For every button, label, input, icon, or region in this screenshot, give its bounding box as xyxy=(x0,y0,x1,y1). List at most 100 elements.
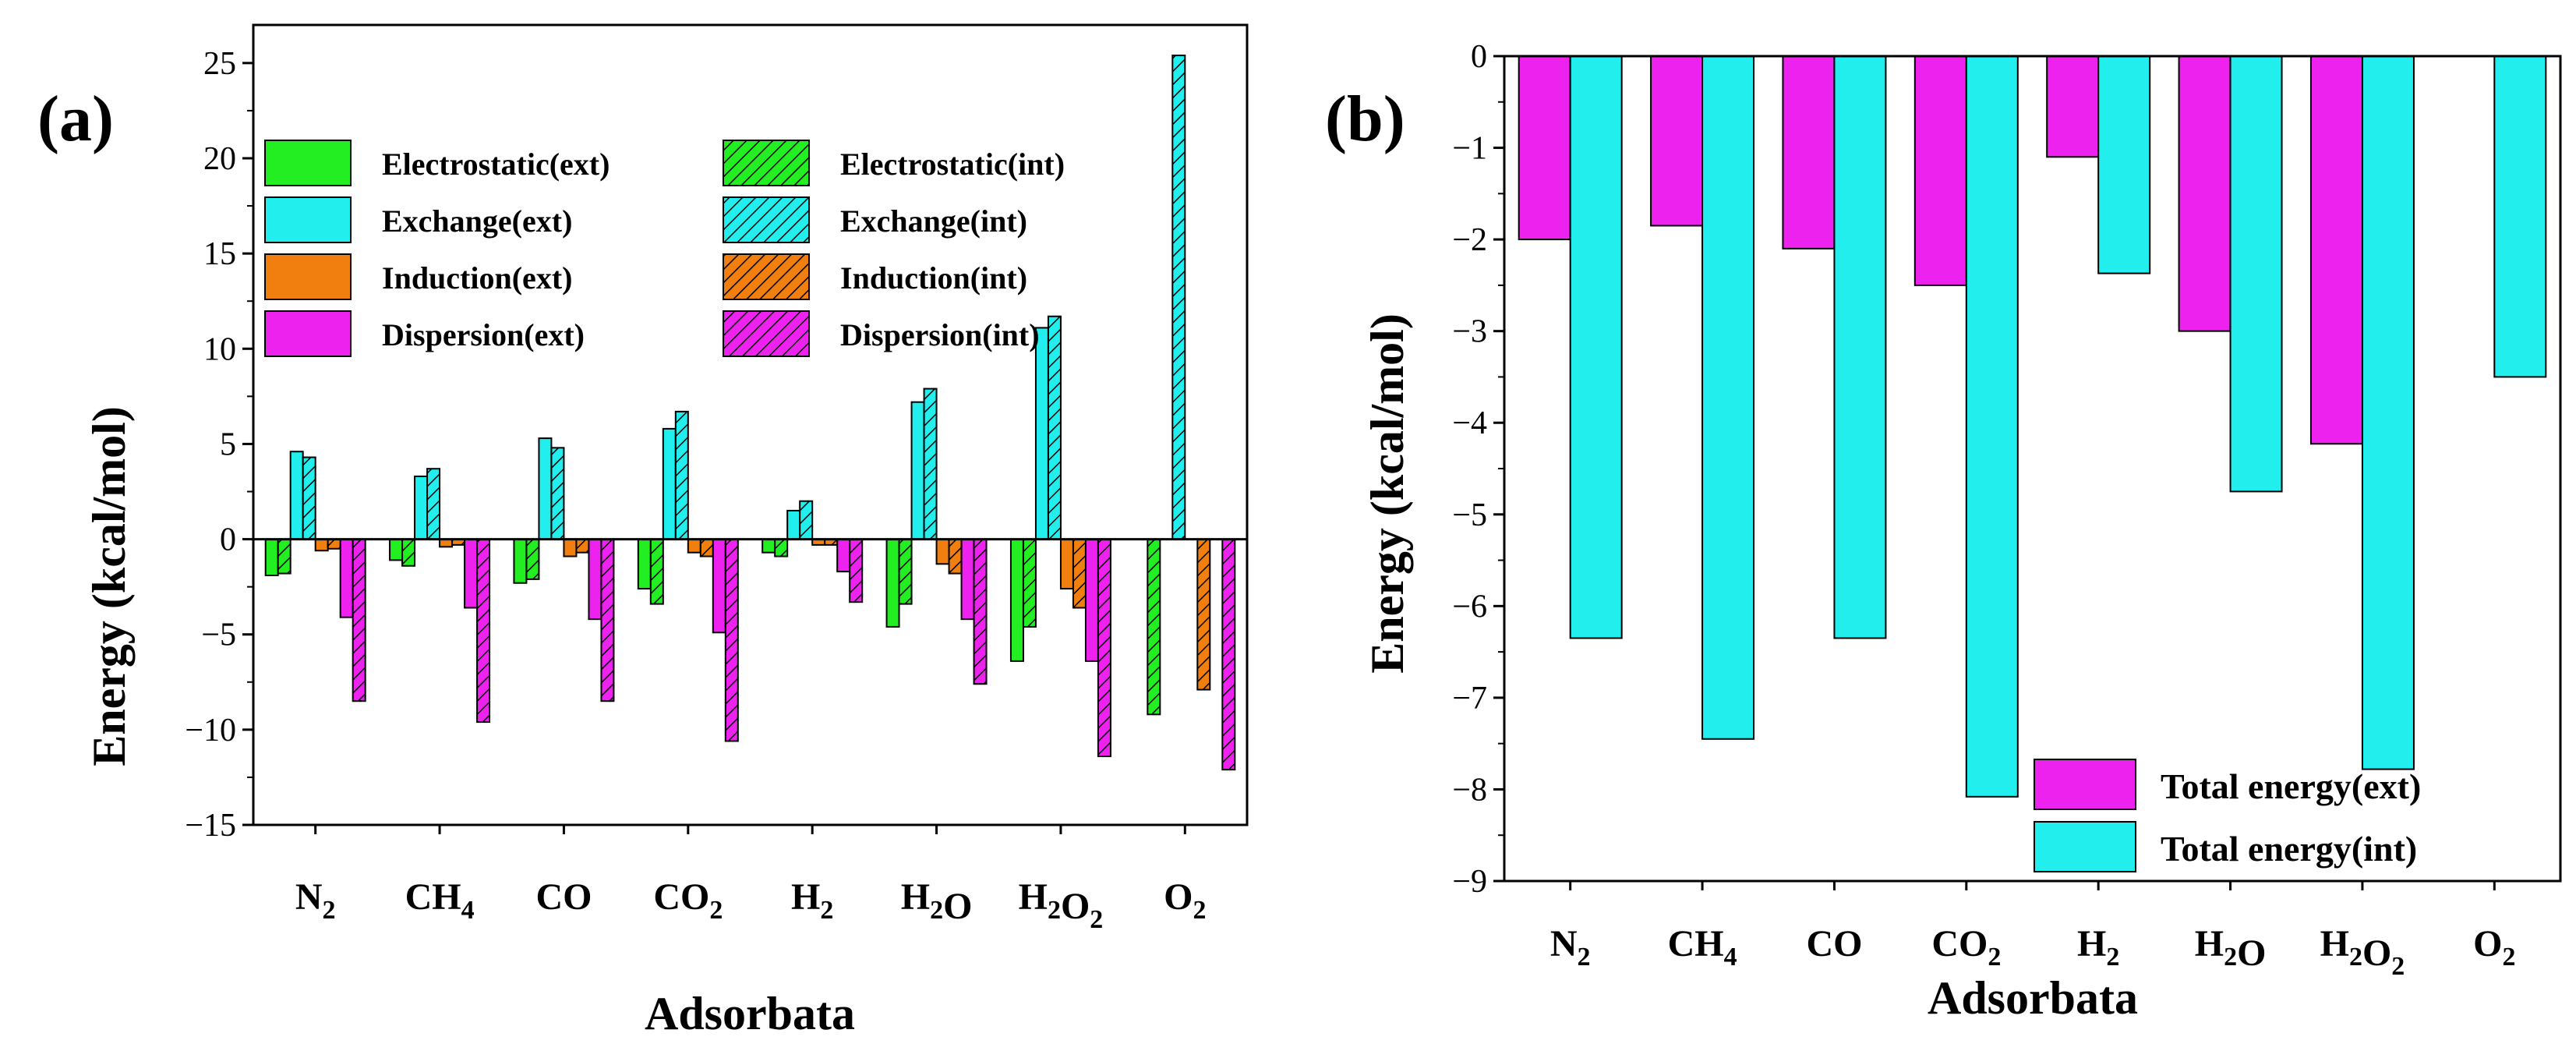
y-tick-label-a: 20 xyxy=(203,141,236,177)
legend-label-a: Exchange(ext) xyxy=(382,203,572,239)
legend-label-a: Electrostatic(int) xyxy=(840,147,1065,182)
y-tick-label-b: −3 xyxy=(1452,314,1487,350)
bar-a-exchange-int- xyxy=(674,410,689,540)
x-tick-label-a: O2 xyxy=(1164,876,1206,925)
bars-b xyxy=(1518,55,2547,798)
bar-a-electrostatic-ext- xyxy=(264,538,279,576)
bar-a-dispersion-int- xyxy=(973,538,988,685)
y-tick-label-b: −1 xyxy=(1452,131,1487,167)
bar-a-dispersion-ext- xyxy=(464,538,479,609)
y-tick-label-a: 0 xyxy=(220,522,236,558)
bar-a-dispersion-int- xyxy=(1221,538,1236,771)
legend-b: Total energy(ext) Total energy(int) xyxy=(2034,759,2421,872)
bar-a-exchange-int- xyxy=(923,387,938,540)
bar-a-electrostatic-int- xyxy=(401,538,416,567)
bar-b-total-energy-int- xyxy=(2229,55,2283,493)
bar-a-dispersion-int- xyxy=(1097,538,1111,758)
legend-label-a: Induction(ext) xyxy=(382,260,572,295)
bar-b-total-energy-int- xyxy=(1833,55,1887,639)
bar-a-exchange-int- xyxy=(550,447,565,540)
bar-a-dispersion-ext- xyxy=(712,538,726,634)
legend-swatch-b xyxy=(2034,759,2136,810)
bar-a-electrostatic-ext- xyxy=(513,538,528,584)
bar-a-exchange-int- xyxy=(302,456,316,540)
bar-a-induction-int- xyxy=(1196,538,1211,691)
legend-label-a: Induction(int) xyxy=(840,260,1027,295)
bar-a-exchange-int- xyxy=(426,468,441,540)
y-axis-title-b: Energy (kcal/mol) xyxy=(1362,313,1413,674)
bar-a-induction-int- xyxy=(575,538,590,554)
x-tick-label-a: H2 xyxy=(791,876,833,925)
x-tick-label-b: H2 xyxy=(2077,923,2119,971)
bar-a-induction-int- xyxy=(699,538,714,557)
bars-a xyxy=(264,55,1236,771)
bar-a-electrostatic-ext- xyxy=(1009,538,1024,662)
bar-b-total-energy-ext- xyxy=(2046,55,2100,158)
y-tick-label-b: −8 xyxy=(1452,772,1487,808)
bar-b-total-energy-int- xyxy=(1701,55,1755,740)
x-tick-label-a: CH4 xyxy=(405,876,475,925)
x-tick-label-b: H2O2 xyxy=(2320,923,2405,981)
x-tick-label-a: CO2 xyxy=(653,876,723,925)
bar-b-total-energy-ext- xyxy=(1913,55,1967,286)
bar-a-induction-ext- xyxy=(563,538,578,557)
panel-label-a: (a) xyxy=(37,83,114,155)
x-tick-label-b: N2 xyxy=(1550,923,1591,971)
bar-a-induction-int- xyxy=(1072,538,1087,609)
bar-a-induction-int- xyxy=(948,538,963,575)
bar-a-electrostatic-ext- xyxy=(761,538,776,554)
x-tick-label-b: CO xyxy=(1806,923,1862,964)
bar-a-exchange-ext- xyxy=(538,437,553,540)
y-tick-label-b: 0 xyxy=(1471,39,1487,75)
chart-panel-a: (a) Energy (kcal/mol) Adsorbata −15 −10 −5… xyxy=(37,23,1249,1039)
bar-a-induction-ext- xyxy=(314,538,329,552)
legend-swatch-a xyxy=(264,140,352,186)
bar-a-exchange-ext- xyxy=(910,401,925,540)
y-axis-title-a: Energy (kcal/mol) xyxy=(83,406,135,766)
legend-label-a: Exchange(int) xyxy=(840,203,1027,239)
bar-a-dispersion-int- xyxy=(849,538,864,603)
bar-a-exchange-int- xyxy=(1171,55,1186,540)
legend-swatch-a xyxy=(723,140,810,186)
bar-a-exchange-int- xyxy=(799,500,814,540)
bar-b-total-energy-ext- xyxy=(2178,55,2231,332)
bar-a-electrostatic-int- xyxy=(525,538,540,580)
bar-a-electrostatic-int- xyxy=(898,538,913,605)
y-tick-label-b: −6 xyxy=(1452,589,1487,625)
bar-a-electrostatic-int- xyxy=(1022,538,1037,628)
legend-swatch-a xyxy=(264,253,352,300)
bar-a-electrostatic-int- xyxy=(774,538,789,557)
bar-a-exchange-ext- xyxy=(289,451,304,540)
legend-label-a: Electrostatic(ext) xyxy=(382,147,610,182)
x-tick-label-b: CH4 xyxy=(1668,923,1737,971)
legend-label-a: Dispersion(ext) xyxy=(382,317,585,352)
bar-a-dispersion-int- xyxy=(476,538,491,724)
bar-a-induction-ext- xyxy=(935,538,950,565)
bar-a-dispersion-ext- xyxy=(339,538,354,618)
bar-a-induction-ext- xyxy=(687,538,701,554)
y-tick-label-b: −2 xyxy=(1452,222,1487,258)
x-tick-label-b: O2 xyxy=(2473,923,2515,971)
bar-a-electrostatic-ext- xyxy=(637,538,652,590)
plot-frame-a xyxy=(252,23,1249,826)
y-tick-label-a: 25 xyxy=(203,46,236,82)
axes-a: −15 −10 −5 0 5 10 15 20 25 N2 CH4 CO CO2 H2 H2O H2O2 O2 xyxy=(185,23,1249,934)
bar-a-dispersion-ext- xyxy=(588,538,602,621)
bar-b-total-energy-int- xyxy=(1965,55,2019,798)
legend-a: Electrostatic(ext) Electrostatic(int) Exch… xyxy=(264,140,1065,357)
bar-b-total-energy-ext- xyxy=(2309,55,2363,445)
bar-b-total-energy-int- xyxy=(1569,55,1623,639)
bar-a-exchange-ext- xyxy=(786,509,801,540)
x-tick-label-b: H2O xyxy=(2195,923,2267,974)
y-tick-label-a: −5 xyxy=(201,618,236,653)
axes-b: 0 −1 −2 −3 −4 −5 −6 −7 −8 −9 N2 CH4 CO CO2 H2 H2O H2O2 O2 xyxy=(1452,39,2562,981)
y-tick-label-a: −10 xyxy=(185,713,236,748)
bar-b-total-energy-ext- xyxy=(1650,55,1704,227)
bar-a-dispersion-int- xyxy=(600,538,615,702)
x-tick-label-b: CO2 xyxy=(1931,923,2001,971)
bar-a-electrostatic-ext- xyxy=(389,538,404,561)
y-tick-label-b: −7 xyxy=(1452,681,1487,717)
legend-swatch-a xyxy=(264,310,352,357)
y-tick-label-a: −15 xyxy=(185,808,236,844)
